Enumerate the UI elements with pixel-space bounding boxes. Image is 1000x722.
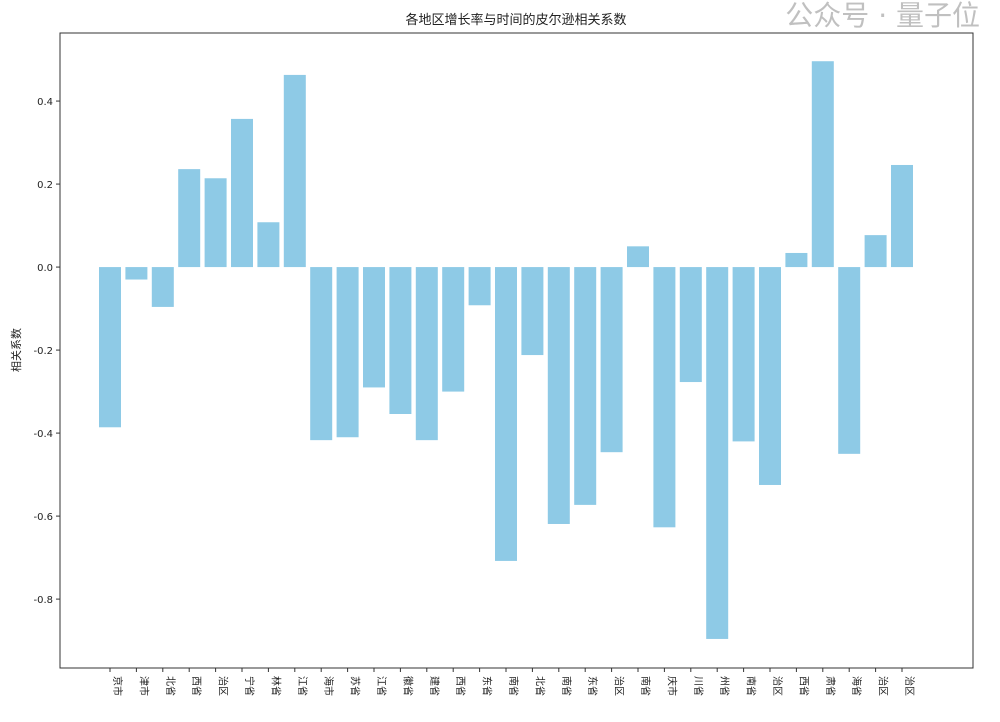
x-tick-label: 州省 — [718, 676, 731, 696]
x-tick-label: 京市 — [111, 676, 124, 696]
x-tick-label: 南省 — [507, 676, 520, 696]
x-tick-label: 治区 — [613, 676, 626, 696]
x-tick-label: 南省 — [745, 676, 758, 696]
x-tick-label: 徽省 — [401, 676, 414, 696]
x-tick-label: 林省 — [269, 676, 282, 696]
y-tick-label: 0.0 — [37, 263, 53, 274]
chart-title: 各地区增长率与时间的皮尔逊相关系数 — [405, 12, 626, 28]
x-tick-label: 西省 — [454, 676, 467, 696]
bar — [547, 267, 570, 524]
bar — [310, 267, 333, 441]
y-axis-label: 相关系数 — [9, 328, 23, 372]
y-tick-label: -0.6 — [33, 512, 53, 523]
x-tick-label: 西省 — [190, 676, 203, 696]
x-tick-label: 江省 — [296, 676, 309, 696]
x-tick-label: 治区 — [877, 676, 890, 696]
bar — [257, 222, 280, 268]
bar — [706, 267, 729, 639]
x-tick-label: 治区 — [903, 676, 916, 696]
bar — [99, 267, 121, 428]
x-tick-label: 南省 — [560, 676, 573, 696]
y-tick-label: -0.4 — [33, 429, 53, 440]
bar — [891, 164, 913, 268]
x-tick-label: 苏省 — [349, 676, 362, 696]
bar — [521, 267, 544, 356]
x-tick-label: 北省 — [533, 676, 546, 696]
bar — [125, 267, 148, 280]
plot-frame — [59, 32, 974, 669]
bar — [283, 74, 306, 268]
bar — [653, 267, 676, 528]
x-tick-label: 海市 — [322, 676, 335, 696]
bar — [231, 118, 253, 268]
x-tick-label: 津市 — [137, 676, 150, 696]
x-tick-label: 东省 — [481, 676, 494, 696]
bar — [336, 267, 359, 438]
y-tick-label: 0.4 — [37, 97, 53, 108]
bar — [178, 169, 201, 268]
bar — [679, 267, 702, 383]
bar — [838, 267, 861, 454]
bar — [204, 178, 227, 268]
x-tick-label: 海省 — [850, 676, 863, 696]
x-tick-label: 治区 — [217, 676, 230, 696]
bar — [785, 252, 808, 268]
watermark: 公众号 · 量子位 — [785, 0, 980, 32]
x-tick-label: 川省 — [692, 676, 705, 696]
y-tick-label: -0.8 — [33, 595, 53, 606]
x-tick-label: 北省 — [164, 676, 177, 696]
bar — [389, 267, 412, 414]
x-tick-label: 西省 — [797, 676, 810, 696]
bar — [574, 267, 597, 505]
x-tick-label: 肃省 — [824, 676, 837, 696]
x-tick-label: 庆市 — [665, 676, 678, 696]
x-tick-label: 宁省 — [243, 676, 256, 696]
x-tick-label: 治区 — [771, 676, 784, 696]
bar — [442, 267, 465, 392]
bar — [732, 267, 755, 442]
y-tick-label: 0.2 — [37, 180, 53, 191]
bar — [495, 267, 517, 561]
bar — [864, 235, 887, 268]
bar — [600, 267, 623, 453]
x-tick-label: 建省 — [428, 676, 441, 696]
x-tick-label: 南省 — [639, 676, 652, 696]
x-tick-label: 江省 — [375, 676, 388, 696]
bar — [415, 267, 438, 441]
bar — [468, 267, 491, 306]
bar — [363, 267, 385, 388]
bar — [627, 246, 649, 268]
bar — [151, 267, 174, 307]
x-tick-label: 东省 — [586, 676, 599, 696]
y-tick-label: -0.2 — [33, 346, 53, 357]
bar — [811, 61, 834, 268]
bar — [759, 267, 781, 485]
